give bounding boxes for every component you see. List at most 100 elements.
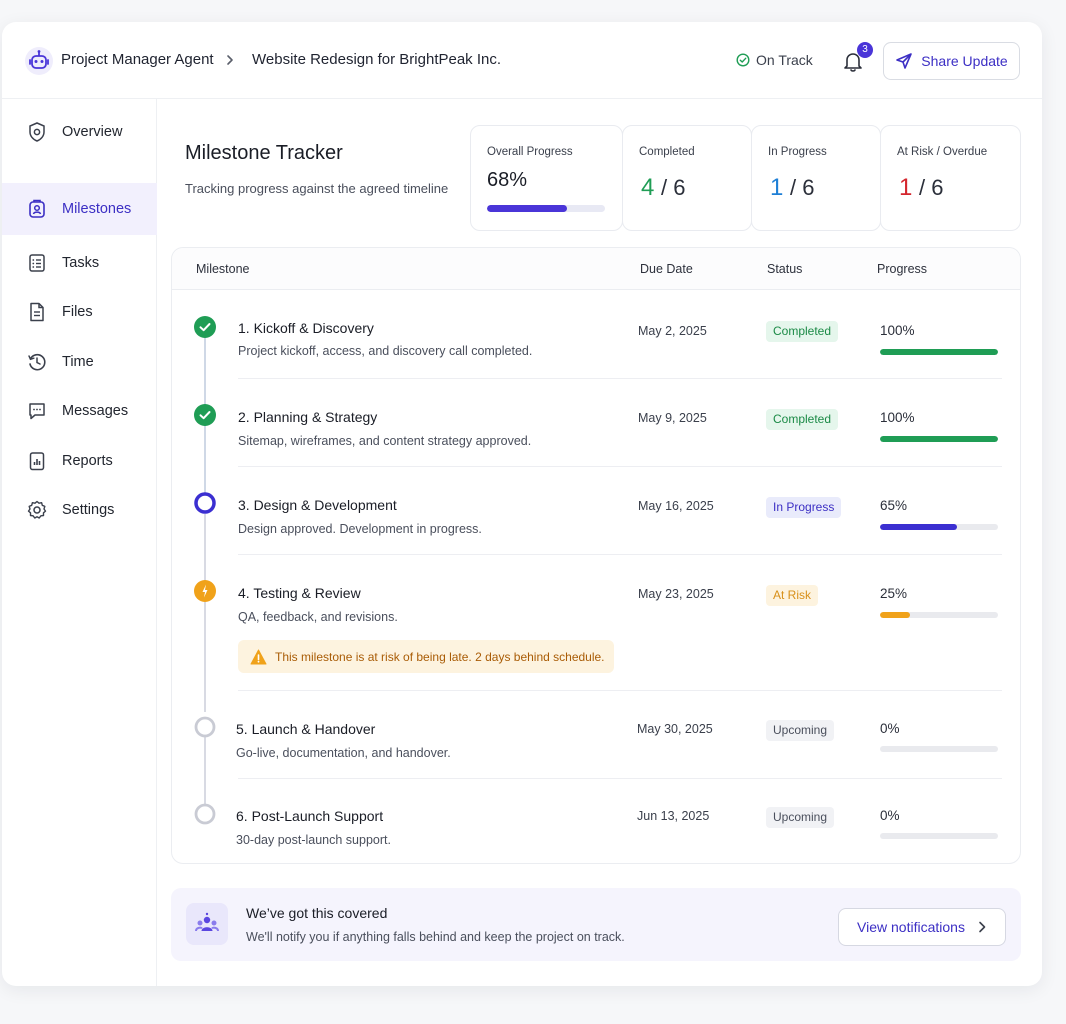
sidebar-item-time[interactable]: Time [2, 336, 157, 388]
in-progress-ring-icon [194, 492, 216, 514]
breadcrumb-project[interactable]: Website Redesign for BrightPeak Inc. [252, 51, 502, 68]
bell-icon[interactable] [840, 48, 866, 74]
share-update-button[interactable]: Share Update [883, 42, 1020, 80]
table-row[interactable]: 1. Kickoff & Discovery Project kickoff, … [172, 290, 1020, 378]
robot-icon [25, 47, 53, 75]
completed-check-icon [194, 316, 216, 338]
sidebar-item-files[interactable]: Files [2, 286, 157, 338]
progress-percent: 65% [880, 498, 908, 513]
status-badge: Upcoming [766, 807, 835, 828]
table-row[interactable]: 6. Post-Launch Support 30-day post-launc… [172, 778, 1020, 864]
progress-percent: 100% [880, 323, 915, 338]
sidebar-item-overview[interactable]: Overview [2, 106, 157, 158]
table-header: Milestone Due Date Status Progress [172, 248, 1020, 290]
sidebar-item-label: Time [62, 354, 94, 370]
stat-fraction: 4 / 6 [641, 174, 686, 202]
sidebar-item-label: Settings [62, 502, 115, 518]
stat-total: / 6 [790, 175, 815, 200]
stat-at-risk: At Risk / Overdue 1 / 6 [880, 125, 1021, 231]
gear-icon [27, 500, 47, 519]
gear-shield-icon [29, 122, 45, 142]
stat-label: Completed [639, 146, 695, 158]
progress-percent: 0% [880, 721, 900, 736]
milestone-description: Design approved. Development in progress… [238, 522, 482, 536]
milestone-due-date: May 23, 2025 [638, 587, 714, 601]
milestone-description: QA, feedback, and revisions. [238, 610, 398, 624]
stat-value: 4 [641, 174, 655, 201]
progress-fill [880, 524, 957, 530]
sidebar-item-settings[interactable]: Settings [2, 484, 157, 536]
progress-fill [880, 612, 910, 618]
milestone-description: Sitemap, wireframes, and content strateg… [238, 434, 532, 448]
row-divider [238, 378, 1002, 379]
team-icon-wrapper [186, 903, 228, 945]
milestone-due-date: May 30, 2025 [637, 722, 713, 736]
milestone-description: Go-live, documentation, and handover. [236, 746, 451, 760]
risk-alert: This milestone is at risk of being late.… [238, 640, 614, 673]
timeline-line [204, 736, 206, 806]
sidebar-item-label: Files [62, 304, 93, 320]
status-badge: In Progress [766, 497, 842, 518]
app-window: Project Manager Agent Website Redesign f… [2, 22, 1042, 986]
sidebar-item-label: Milestones [62, 201, 132, 217]
milestone-title: 2. Planning & Strategy [238, 409, 378, 425]
send-icon [896, 53, 913, 69]
notification-callout: We’ve got this covered We'll notify you … [171, 888, 1021, 961]
progress-bar [880, 833, 998, 839]
view-notifications-button[interactable]: View notifications [838, 908, 1006, 946]
breadcrumb-app[interactable]: Project Manager Agent [61, 51, 214, 68]
stat-fraction: 1 / 6 [899, 174, 944, 202]
progress-bar [880, 436, 998, 442]
stat-fraction: 1 / 6 [770, 174, 815, 202]
progress-fill [880, 436, 998, 442]
chevron-right-icon [979, 921, 986, 933]
page-subtitle: Tracking progress against the agreed tim… [185, 181, 449, 196]
overall-progress-fill [487, 205, 568, 212]
timeline-line [204, 602, 206, 712]
milestone-due-date: May 2, 2025 [638, 324, 707, 338]
stat-value: 68% [487, 169, 528, 191]
stat-overall-progress: Overall Progress 68% [470, 125, 623, 231]
sidebar-item-milestones[interactable]: Milestones [2, 183, 157, 235]
risk-alert-text: This milestone is at risk of being late.… [275, 649, 605, 664]
milestone-badge-icon [29, 199, 45, 218]
table-row[interactable]: 4. Testing & Review QA, feedback, and re… [172, 554, 1020, 690]
sidebar-item-label: Messages [62, 403, 129, 419]
column-header-progress: Progress [877, 262, 928, 276]
progress-bar [880, 349, 998, 355]
team-icon [195, 912, 219, 932]
milestone-title: 5. Launch & Handover [236, 721, 376, 737]
page-title: Milestone Tracker [185, 142, 343, 164]
warning-triangle-icon [250, 649, 267, 664]
row-divider [238, 690, 1002, 691]
column-header-status: Status [767, 262, 803, 276]
progress-fill [880, 349, 998, 355]
sidebar-item-tasks[interactable]: Tasks [2, 237, 157, 289]
column-header-due-date: Due Date [640, 262, 693, 276]
table-row[interactable]: 2. Planning & Strategy Sitemap, wirefram… [172, 378, 1020, 466]
sidebar-item-messages[interactable]: Messages [2, 385, 157, 437]
table-row[interactable]: 5. Launch & Handover Go-live, documentat… [172, 690, 1020, 778]
sidebar-item-reports[interactable]: Reports [2, 435, 157, 487]
progress-percent: 25% [880, 586, 908, 601]
status-badge: Upcoming [766, 720, 835, 741]
milestone-due-date: Jun 13, 2025 [637, 809, 710, 823]
project-status: On Track [736, 52, 813, 68]
top-bar: Project Manager Agent Website Redesign f… [2, 22, 1042, 99]
chevron-right-icon [227, 55, 233, 65]
callout-subtitle: We'll notify you if anything falls behin… [246, 930, 625, 944]
table-row[interactable]: 3. Design & Development Design approved.… [172, 466, 1020, 554]
chat-icon [29, 403, 45, 420]
status-badge: At Risk [766, 585, 819, 606]
milestone-description: 30-day post-launch support. [236, 833, 391, 847]
milestone-title: 4. Testing & Review [238, 585, 361, 601]
progress-bar [880, 746, 998, 752]
row-divider [238, 466, 1002, 467]
stat-completed: Completed 4 / 6 [622, 125, 752, 231]
timeline-line [204, 514, 206, 588]
stat-label: At Risk / Overdue [897, 146, 988, 158]
upcoming-ring-icon [194, 803, 216, 825]
checklist-icon [29, 254, 45, 272]
milestone-title: 1. Kickoff & Discovery [238, 320, 374, 336]
stat-label: In Progress [768, 146, 827, 158]
